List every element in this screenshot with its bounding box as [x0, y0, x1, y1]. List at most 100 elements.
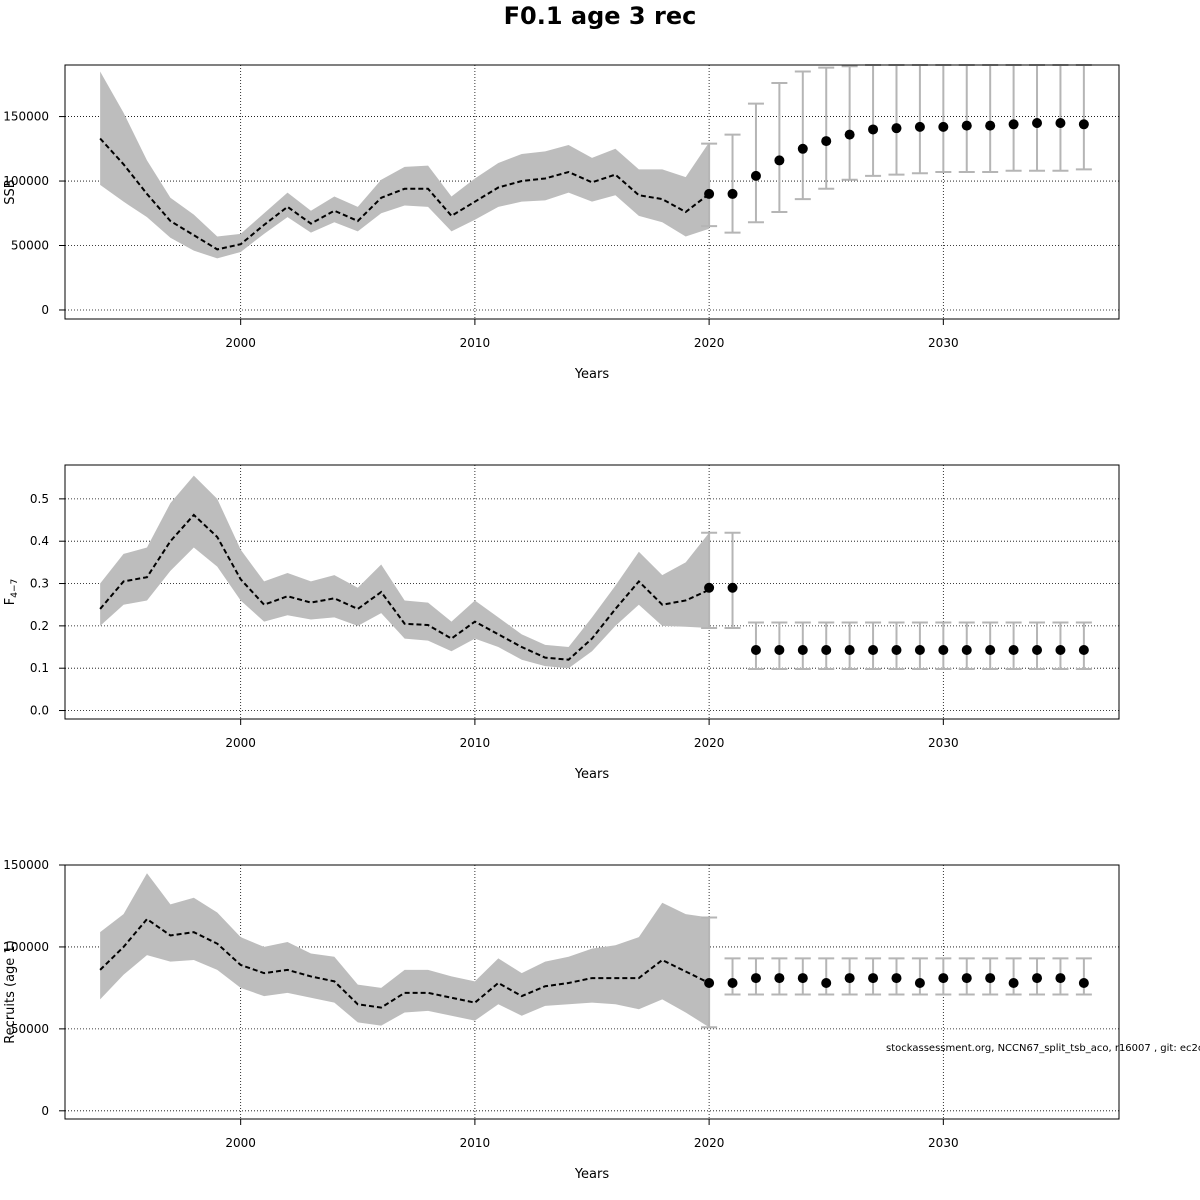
plot-frame — [64, 464, 1120, 720]
forecast-point — [727, 977, 738, 988]
forecast-point-group — [935, 957, 952, 996]
forecast-point — [985, 120, 996, 131]
forecast-point-group — [794, 957, 811, 996]
forecast-point-group — [771, 957, 788, 996]
forecast-point-group — [1075, 64, 1092, 171]
forecast-point-group — [1005, 957, 1022, 996]
forecast-point-group — [958, 64, 975, 174]
forecast-point — [938, 644, 949, 655]
forecast-point — [985, 644, 996, 655]
x-tick-label: 2030 — [928, 1136, 959, 1150]
forecast-point — [868, 124, 879, 135]
forecast-point-group — [1029, 957, 1046, 996]
forecast-point — [774, 644, 785, 655]
forecast-point-group — [911, 621, 928, 671]
forecast-point-group — [1005, 64, 1022, 172]
forecast-point — [774, 973, 785, 984]
forecast-point-group — [724, 957, 741, 996]
forecast-point-group — [841, 65, 858, 181]
x-axis-label: Years — [574, 1167, 610, 1182]
forecast-point-group — [818, 957, 835, 996]
y-tick-label: 0.4 — [30, 534, 49, 548]
forecast-point — [750, 170, 761, 181]
forecast-point — [1008, 977, 1019, 988]
y-tick-label: 100000 — [3, 940, 49, 954]
forecast-point-group — [818, 621, 835, 671]
forecast-point-group — [982, 621, 999, 671]
forecast-point-group — [888, 957, 905, 996]
forecast-point-group — [911, 957, 928, 996]
y-tick-label: 0.0 — [30, 704, 49, 718]
x-tick-label: 2020 — [694, 336, 725, 350]
confidence-band — [100, 475, 710, 669]
forecast-point — [985, 973, 996, 984]
estimate-line — [99, 137, 710, 251]
forecast-point-group — [1029, 64, 1046, 172]
panel-2: 2000 2010 2020 2030 0.0 0.1 0.2 0.3 0.4 0.5 Years F… — [3, 464, 1120, 782]
forecast-point-group — [888, 64, 905, 176]
forecast-point — [868, 644, 879, 655]
forecast-point — [891, 123, 902, 134]
forecast-point — [774, 155, 785, 166]
forecast-point — [750, 644, 761, 655]
forecast-point — [704, 977, 715, 988]
forecast-point — [891, 973, 902, 984]
forecast-point — [961, 644, 972, 655]
forecast-point-group — [794, 621, 811, 671]
forecast-point — [1032, 644, 1043, 655]
x-tick-label: 2010 — [460, 1136, 491, 1150]
forecast-point-group — [724, 531, 741, 629]
forecast-point — [938, 973, 949, 984]
forecast-point-group — [747, 957, 764, 996]
y-tick-label: 0.3 — [30, 577, 49, 591]
plot-frame — [64, 64, 1120, 320]
x-axis-label: Years — [574, 367, 610, 382]
forecast-point-group — [771, 621, 788, 671]
forecast-point-group — [911, 64, 928, 175]
y-tick-label: 0.5 — [30, 492, 49, 506]
forecast-point — [891, 644, 902, 655]
y-tick-label: 100000 — [3, 174, 49, 188]
panels: 2000 2010 2020 2030 0 50000 100000 150000 Years S… — [3, 64, 1120, 1182]
x-tick-label: 2020 — [694, 736, 725, 750]
forecast-point — [1055, 973, 1066, 984]
forecast-point — [914, 121, 925, 132]
forecast-point — [961, 973, 972, 984]
y-tick-label: 0 — [41, 1104, 49, 1118]
forecast-point-group — [701, 916, 718, 1029]
forecast-point — [868, 973, 879, 984]
forecast-point-group — [982, 64, 999, 174]
forecast-point — [1078, 119, 1089, 130]
forecast-point-group — [1052, 957, 1069, 996]
forecast-point-group — [1075, 621, 1092, 671]
forecast-point — [961, 120, 972, 131]
forecast-point — [1008, 644, 1019, 655]
footer-credit: stockassessment.org, NCCN67_split_tsb_ac… — [886, 1043, 1200, 1054]
forecast-point-group — [982, 957, 999, 996]
forecast-point — [1008, 119, 1019, 130]
forecast-point — [1078, 644, 1089, 655]
forecast-point — [797, 143, 808, 154]
forecast-point — [727, 582, 738, 593]
forecast-point — [1032, 118, 1043, 129]
forecast-point-group — [794, 70, 811, 201]
y-axis-label: SSB — [3, 179, 18, 204]
forecast-point — [821, 977, 832, 988]
forecast-point — [1078, 977, 1089, 988]
x-axis-label: Years — [574, 767, 610, 782]
forecast-point-group — [724, 133, 741, 234]
forecast-point-group — [701, 142, 718, 228]
forecast-point — [797, 644, 808, 655]
y-tick-label: 50000 — [11, 239, 49, 253]
forecast-point-group — [1075, 957, 1092, 996]
plot-frame — [64, 864, 1120, 1120]
forecast-point-group — [865, 957, 882, 996]
x-tick-label: 2010 — [460, 336, 491, 350]
forecast-point-group — [1005, 621, 1022, 671]
forecast-point-group — [888, 621, 905, 671]
forecast-point-group — [747, 621, 764, 671]
x-tick-label: 2020 — [694, 1136, 725, 1150]
forecast-point — [750, 973, 761, 984]
forecast-point — [821, 136, 832, 147]
forecast-point — [704, 188, 715, 199]
